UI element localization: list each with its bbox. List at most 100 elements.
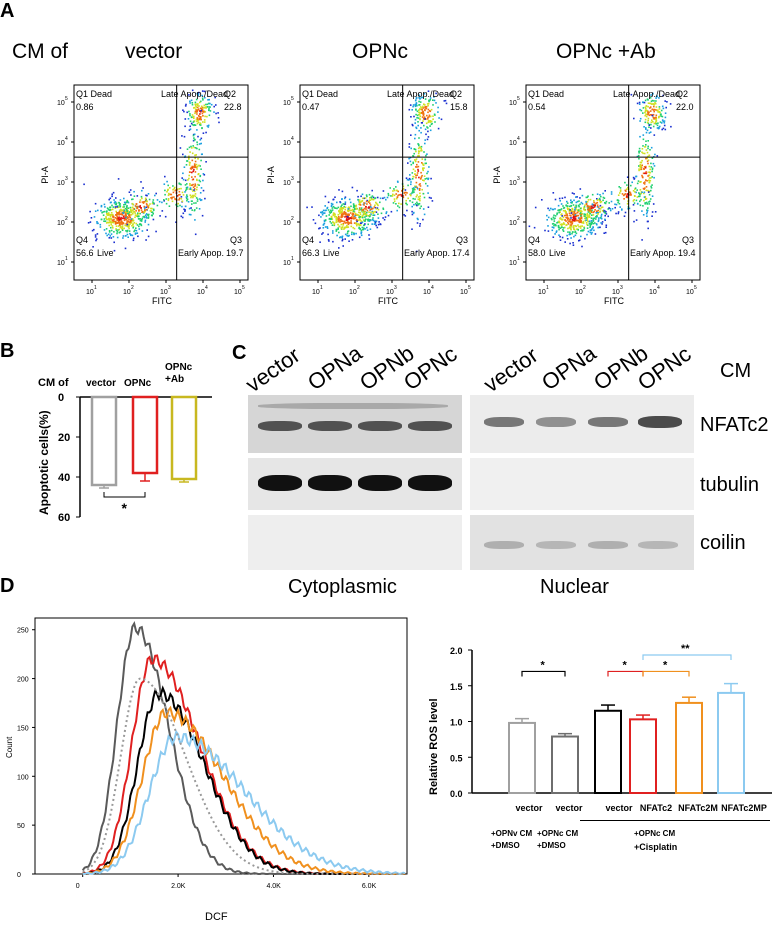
event-dot	[642, 172, 645, 175]
event-dot	[577, 217, 580, 219]
y-tick-label: 40	[58, 472, 70, 484]
event-dot	[188, 174, 190, 177]
event-dot	[124, 247, 127, 250]
event-dot	[580, 211, 582, 213]
event-dot	[418, 97, 420, 99]
event-dot	[565, 204, 568, 206]
event-dot	[427, 121, 430, 124]
event-dot	[182, 178, 185, 181]
event-dot	[408, 146, 411, 148]
event-dot	[119, 199, 122, 201]
event-dot	[336, 216, 338, 219]
band	[484, 417, 524, 427]
event-dot	[176, 195, 179, 197]
event-dot	[653, 165, 656, 167]
event-dot	[206, 103, 209, 106]
event-dot	[648, 201, 650, 203]
event-dot	[382, 208, 385, 210]
event-dot	[163, 200, 165, 202]
event-dot	[122, 235, 125, 237]
event-dot	[633, 177, 636, 180]
event-dot	[113, 218, 115, 221]
event-dot	[199, 124, 202, 126]
q2-value: 22.0	[676, 102, 694, 112]
event-dot	[426, 103, 429, 105]
event-dot	[197, 135, 199, 138]
q1-label: Q1 Dead	[76, 89, 113, 99]
event-dot	[562, 229, 564, 231]
event-dot	[654, 117, 656, 119]
event-dot	[208, 98, 210, 101]
event-dot	[581, 222, 583, 224]
event-dot	[188, 213, 191, 216]
event-dot	[601, 223, 603, 225]
event-dot	[144, 198, 147, 201]
event-dot	[189, 102, 191, 104]
event-dot	[196, 200, 199, 202]
event-dot	[184, 155, 187, 157]
event-dot	[352, 210, 354, 213]
event-dot	[324, 195, 327, 198]
event-dot	[650, 94, 652, 96]
event-dot	[417, 113, 420, 116]
event-dot	[628, 207, 631, 210]
event-dot	[202, 121, 204, 123]
event-dot	[604, 231, 607, 234]
event-dot	[330, 205, 333, 207]
event-dot	[344, 216, 346, 218]
event-dot	[126, 223, 129, 226]
event-dot	[94, 210, 97, 212]
event-dot	[200, 105, 203, 108]
event-dot	[334, 216, 336, 218]
event-dot	[121, 227, 123, 230]
event-dot	[647, 117, 650, 120]
event-dot	[396, 209, 398, 212]
event-dot	[654, 211, 657, 213]
event-dot	[411, 172, 414, 174]
significance-label: *	[541, 659, 546, 671]
event-dot	[145, 194, 147, 197]
event-dot	[595, 216, 597, 218]
event-dot	[100, 209, 102, 212]
event-dot	[321, 212, 323, 214]
q1-value: 0.47	[302, 102, 320, 112]
event-dot	[191, 167, 194, 169]
event-dot	[199, 107, 202, 110]
event-dot	[330, 210, 333, 212]
x-tick-label: 1	[320, 285, 323, 291]
event-dot	[324, 205, 326, 207]
event-dot	[370, 196, 372, 199]
event-dot	[110, 223, 112, 226]
event-dot	[655, 118, 657, 121]
event-dot	[129, 223, 131, 225]
event-dot	[339, 209, 341, 211]
q4-label: Live	[97, 248, 114, 258]
event-dot	[409, 160, 412, 163]
event-dot	[645, 127, 647, 129]
event-dot	[626, 184, 628, 186]
event-dot	[565, 214, 567, 216]
event-dot	[662, 127, 665, 130]
event-dot	[104, 220, 107, 222]
event-dot	[203, 110, 206, 113]
event-dot	[580, 216, 582, 219]
event-dot	[419, 115, 422, 118]
event-dot	[594, 233, 597, 235]
event-dot	[144, 208, 146, 210]
event-dot	[186, 194, 188, 196]
event-dot	[652, 162, 655, 165]
event-dot	[590, 222, 592, 225]
event-dot	[342, 203, 345, 205]
event-dot	[575, 204, 577, 207]
event-dot	[413, 188, 415, 190]
event-dot	[320, 216, 322, 218]
event-dot	[201, 94, 203, 97]
event-dot	[382, 197, 384, 200]
event-dot	[644, 106, 647, 109]
event-dot	[552, 216, 555, 219]
event-dot	[580, 220, 582, 223]
event-dot	[609, 207, 611, 210]
event-dot	[164, 189, 166, 192]
event-dot	[141, 211, 143, 213]
